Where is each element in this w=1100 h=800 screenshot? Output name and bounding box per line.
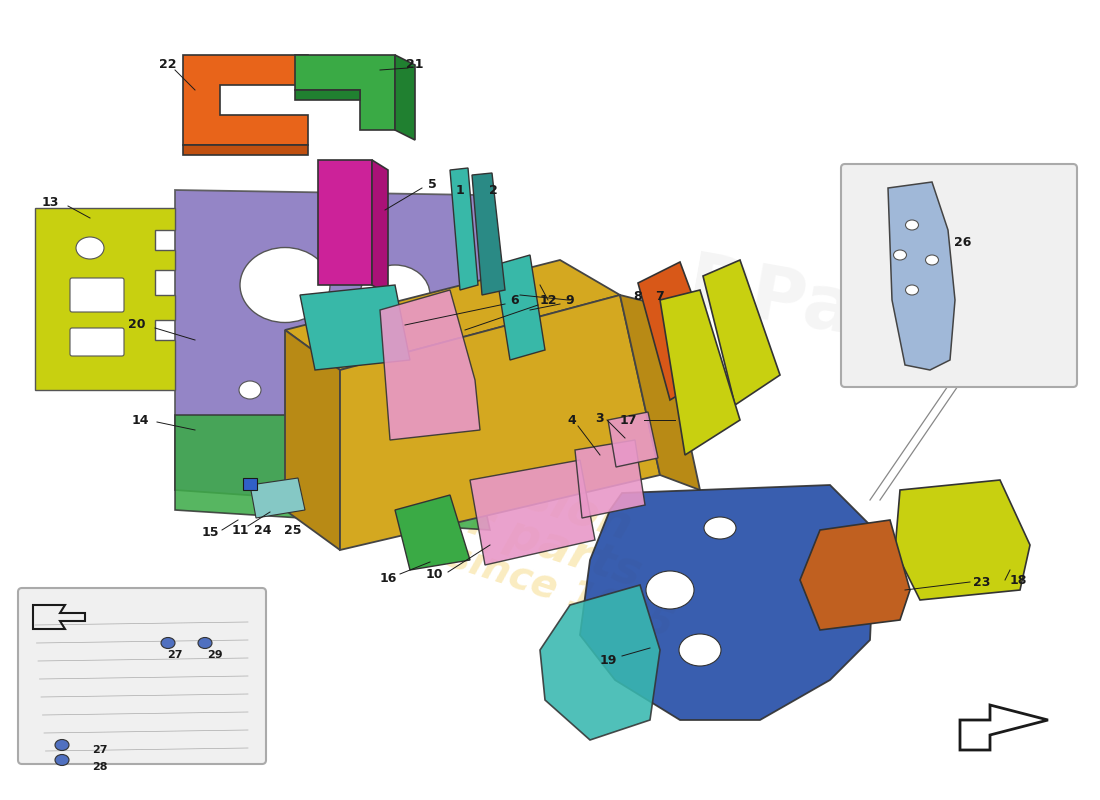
Polygon shape	[340, 295, 660, 550]
Text: 11: 11	[231, 523, 249, 537]
Ellipse shape	[240, 247, 330, 322]
Polygon shape	[300, 285, 410, 370]
Text: 25: 25	[284, 523, 301, 537]
Text: 1: 1	[455, 183, 464, 197]
Ellipse shape	[198, 638, 212, 649]
Polygon shape	[395, 55, 415, 140]
Polygon shape	[250, 478, 305, 518]
Text: 26: 26	[955, 235, 971, 249]
Text: 10: 10	[426, 569, 442, 582]
Ellipse shape	[905, 220, 918, 230]
Text: 4: 4	[568, 414, 576, 426]
Polygon shape	[660, 290, 740, 455]
Polygon shape	[183, 55, 308, 145]
Ellipse shape	[55, 739, 69, 750]
Polygon shape	[295, 90, 360, 100]
Polygon shape	[495, 255, 544, 360]
Polygon shape	[379, 290, 480, 440]
Ellipse shape	[387, 367, 442, 413]
Ellipse shape	[679, 634, 721, 666]
Text: 16: 16	[379, 571, 397, 585]
Bar	[243, 478, 257, 490]
Text: 15: 15	[201, 526, 219, 539]
Text: DParts: DParts	[682, 249, 978, 371]
Text: 19: 19	[600, 654, 617, 666]
Text: 3: 3	[596, 411, 604, 425]
Text: 12: 12	[539, 294, 557, 306]
FancyBboxPatch shape	[70, 328, 124, 356]
FancyBboxPatch shape	[18, 588, 266, 764]
Text: 27: 27	[167, 650, 183, 660]
Text: 27: 27	[92, 745, 108, 755]
FancyBboxPatch shape	[70, 278, 124, 312]
Text: 18: 18	[1010, 574, 1026, 586]
Ellipse shape	[305, 367, 336, 393]
Polygon shape	[888, 182, 955, 370]
Text: since 1985: since 1985	[442, 536, 678, 644]
Text: 20: 20	[129, 318, 145, 331]
Polygon shape	[540, 585, 660, 740]
Polygon shape	[703, 260, 780, 405]
Polygon shape	[183, 145, 308, 155]
Polygon shape	[620, 295, 700, 490]
Polygon shape	[295, 55, 395, 130]
Ellipse shape	[161, 638, 175, 649]
Text: 22: 22	[160, 58, 177, 71]
Text: a passion: a passion	[383, 430, 637, 550]
Text: 2: 2	[488, 183, 497, 197]
Polygon shape	[470, 460, 595, 565]
Polygon shape	[35, 208, 175, 390]
Text: 17: 17	[619, 414, 637, 426]
Polygon shape	[608, 412, 658, 467]
FancyBboxPatch shape	[842, 164, 1077, 387]
Polygon shape	[472, 173, 505, 295]
Ellipse shape	[55, 754, 69, 766]
Polygon shape	[580, 485, 874, 720]
Text: 13: 13	[42, 195, 58, 209]
Polygon shape	[35, 618, 252, 758]
Ellipse shape	[360, 265, 430, 325]
Text: 8: 8	[634, 290, 642, 302]
Text: 14: 14	[131, 414, 149, 426]
Polygon shape	[395, 495, 470, 570]
Polygon shape	[372, 160, 388, 295]
Ellipse shape	[925, 255, 938, 265]
Polygon shape	[895, 480, 1030, 600]
Polygon shape	[800, 520, 910, 630]
Text: 29: 29	[207, 650, 223, 660]
Text: 24: 24	[254, 523, 272, 537]
Ellipse shape	[239, 381, 261, 399]
Text: 9: 9	[565, 294, 574, 306]
Text: 6: 6	[510, 294, 519, 306]
Polygon shape	[575, 440, 645, 518]
Ellipse shape	[893, 250, 906, 260]
Ellipse shape	[646, 571, 694, 609]
Ellipse shape	[76, 237, 104, 259]
Polygon shape	[960, 705, 1048, 750]
Polygon shape	[450, 168, 478, 290]
Text: 5: 5	[428, 178, 437, 191]
Text: 7: 7	[656, 290, 664, 302]
Polygon shape	[285, 260, 620, 370]
Polygon shape	[318, 160, 372, 285]
Polygon shape	[638, 262, 721, 400]
Text: for parts: for parts	[412, 482, 648, 598]
Ellipse shape	[704, 517, 736, 539]
Polygon shape	[285, 330, 340, 550]
Text: 21: 21	[406, 58, 424, 71]
Text: 28: 28	[92, 762, 108, 772]
Text: 23: 23	[974, 575, 991, 589]
Ellipse shape	[905, 285, 918, 295]
Polygon shape	[175, 415, 490, 530]
Polygon shape	[175, 190, 500, 510]
